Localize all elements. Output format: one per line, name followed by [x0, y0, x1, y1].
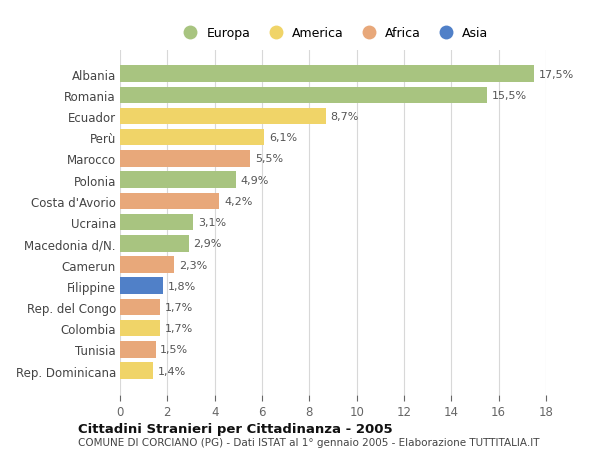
Bar [120, 341, 155, 358]
Legend: Europa, America, Africa, Asia: Europa, America, Africa, Asia [173, 22, 493, 45]
Text: 1,5%: 1,5% [160, 345, 188, 355]
Text: 6,1%: 6,1% [269, 133, 297, 143]
Bar [120, 172, 236, 189]
Bar [120, 193, 220, 210]
Text: COMUNE DI CORCIANO (PG) - Dati ISTAT al 1° gennaio 2005 - Elaborazione TUTTITALI: COMUNE DI CORCIANO (PG) - Dati ISTAT al … [78, 437, 539, 447]
Bar [120, 87, 487, 104]
Text: 3,1%: 3,1% [198, 218, 226, 228]
Text: 2,3%: 2,3% [179, 260, 208, 270]
Bar [120, 320, 160, 337]
Text: 1,4%: 1,4% [158, 366, 186, 376]
Text: 4,9%: 4,9% [241, 175, 269, 185]
Text: 2,9%: 2,9% [193, 239, 222, 249]
Text: 4,2%: 4,2% [224, 196, 253, 207]
Bar [120, 214, 193, 231]
Text: 17,5%: 17,5% [539, 69, 574, 79]
Bar [120, 257, 175, 273]
Text: Cittadini Stranieri per Cittadinanza - 2005: Cittadini Stranieri per Cittadinanza - 2… [78, 422, 392, 436]
Bar [120, 66, 534, 83]
Text: 15,5%: 15,5% [491, 90, 527, 101]
Text: 1,7%: 1,7% [165, 324, 193, 334]
Bar [120, 151, 250, 168]
Bar [120, 129, 265, 146]
Bar [120, 363, 153, 379]
Text: 1,8%: 1,8% [167, 281, 196, 291]
Bar [120, 299, 160, 316]
Bar [120, 235, 188, 252]
Bar [120, 108, 326, 125]
Bar [120, 278, 163, 294]
Text: 1,7%: 1,7% [165, 302, 193, 312]
Text: 8,7%: 8,7% [331, 112, 359, 122]
Text: 5,5%: 5,5% [255, 154, 283, 164]
